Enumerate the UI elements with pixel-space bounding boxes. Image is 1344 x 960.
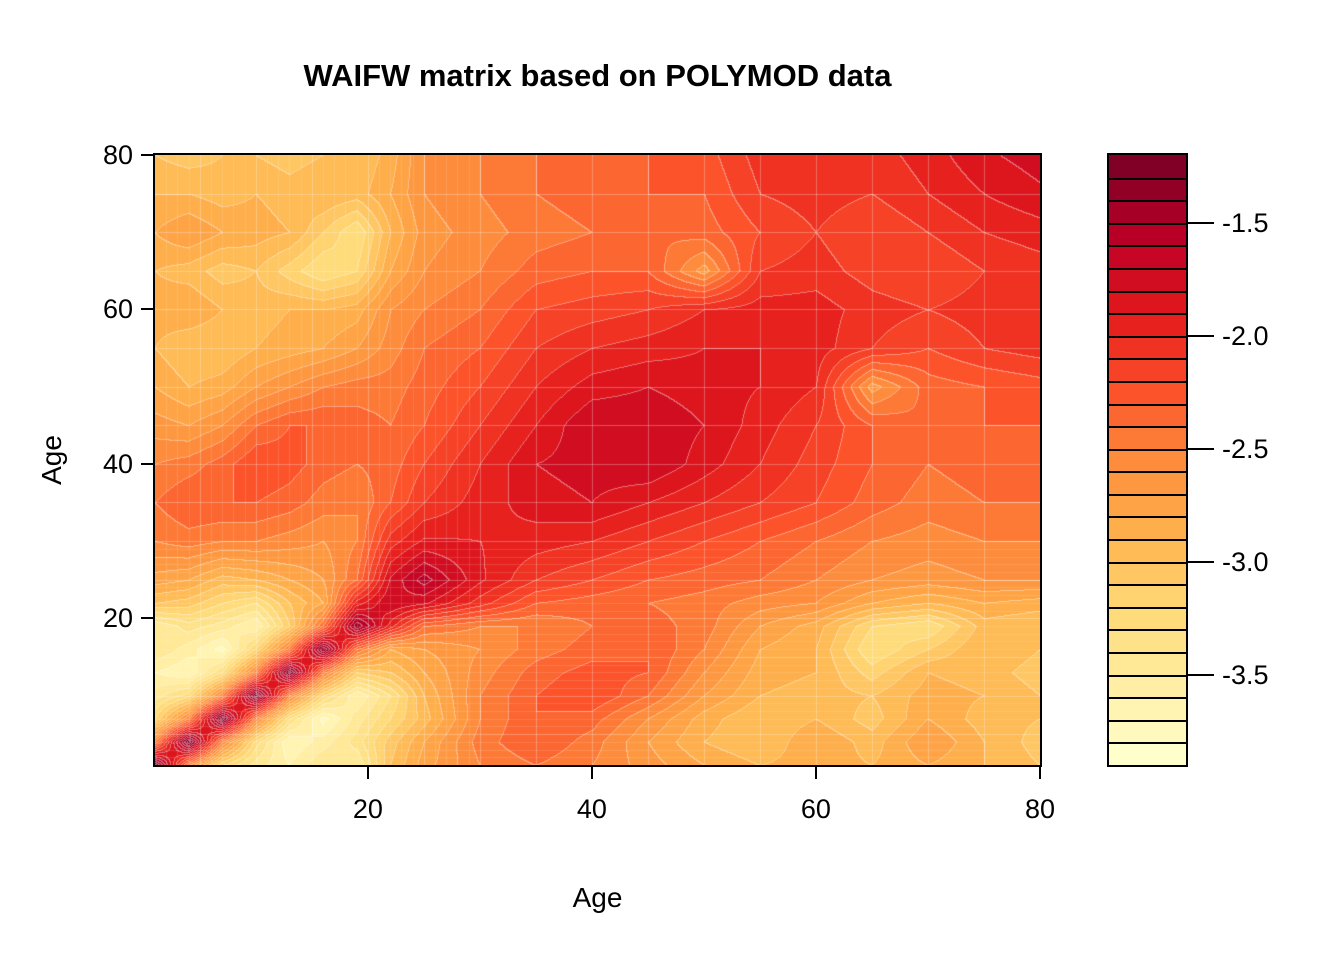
x-tick-label: 20 <box>352 794 383 824</box>
colorbar-tick-mark <box>1186 221 1214 224</box>
chart-title: WAIFW matrix based on POLYMOD data <box>303 58 892 93</box>
colorbar-block <box>1109 539 1186 562</box>
colorbar-block <box>1109 562 1186 584</box>
colorbar-tick-mark <box>1186 560 1214 563</box>
colorbar-block <box>1109 381 1186 404</box>
colorbar-block <box>1109 358 1186 381</box>
colorbar-block <box>1109 404 1186 426</box>
colorbar-block <box>1109 155 1186 178</box>
y-axis-tick <box>141 154 153 156</box>
colorbar-block <box>1109 313 1186 336</box>
colorbar-block <box>1109 291 1186 313</box>
colorbar-tick-mark <box>1186 673 1214 676</box>
x-tick-label: 40 <box>576 794 607 824</box>
x-axis-label: Age <box>572 882 623 913</box>
colorbar-tick-mark <box>1186 334 1214 337</box>
colorbar-block <box>1109 494 1186 516</box>
heatmap-canvas <box>155 155 1040 765</box>
colorbar <box>1107 153 1188 767</box>
y-axis-tick <box>141 617 153 620</box>
colorbar-block <box>1109 200 1186 223</box>
x-tick-label: 60 <box>800 794 831 824</box>
colorbar-block <box>1109 471 1186 494</box>
colorbar-block <box>1109 652 1186 675</box>
colorbar-tick-mark <box>1186 447 1214 450</box>
colorbar-block <box>1109 426 1186 449</box>
y-tick-label: 80 <box>102 140 133 170</box>
plot-area <box>153 153 1042 767</box>
y-tick-label: 20 <box>102 603 133 634</box>
colorbar-tick-label: -2.5 <box>1222 433 1269 464</box>
colorbar-block <box>1109 720 1186 742</box>
colorbar-tick-label: -2.0 <box>1222 320 1269 351</box>
colorbar-block <box>1109 336 1186 358</box>
colorbar-block <box>1109 742 1186 765</box>
colorbar-block <box>1109 697 1186 720</box>
colorbar-block <box>1109 268 1186 291</box>
x-tick-label: 80 <box>1024 794 1056 824</box>
y-tick-label: 60 <box>102 294 133 325</box>
y-axis-tick <box>141 308 153 311</box>
x-axis-tick <box>1039 767 1041 779</box>
colorbar-block <box>1109 629 1186 652</box>
colorbar-tick-label: -3.0 <box>1222 546 1269 577</box>
colorbar-tick-label: -3.5 <box>1222 659 1269 690</box>
colorbar-block <box>1109 584 1186 607</box>
x-axis-tick <box>366 767 369 779</box>
y-tick-label: 40 <box>102 448 133 479</box>
y-axis-tick <box>141 462 153 465</box>
colorbar-tick-label: -1.5 <box>1222 207 1269 238</box>
colorbar-block <box>1109 245 1186 268</box>
colorbar-block <box>1109 449 1186 471</box>
colorbar-block <box>1109 516 1186 539</box>
colorbar-block <box>1109 178 1186 200</box>
x-axis-tick <box>590 767 593 779</box>
x-axis-tick <box>814 767 817 779</box>
colorbar-block <box>1109 223 1186 245</box>
colorbar-block <box>1109 675 1186 697</box>
colorbar-block <box>1109 607 1186 629</box>
